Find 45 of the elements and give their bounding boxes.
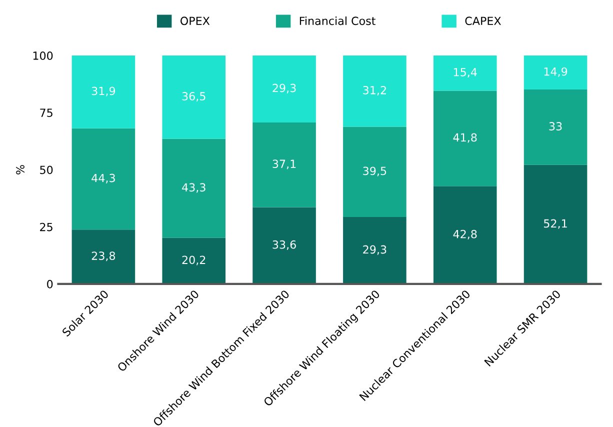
data-label: 14,9	[544, 67, 568, 77]
data-label: 36,5	[182, 92, 206, 102]
y-axis-title: %	[16, 165, 24, 174]
bar	[524, 90, 588, 165]
bar	[72, 128, 136, 230]
data-label: 15,4	[454, 68, 477, 78]
bar	[162, 138, 226, 238]
y-tick-label: 75	[40, 108, 52, 117]
data-label: 33,6	[272, 240, 296, 250]
data-label: 20,2	[182, 256, 206, 266]
data-label: 37,1	[272, 160, 296, 170]
bar	[433, 56, 497, 91]
bar	[162, 56, 226, 139]
bar	[72, 230, 136, 284]
data-label: 33	[549, 122, 562, 130]
data-label: 41,8	[453, 133, 477, 143]
bar	[433, 90, 497, 186]
y-tick-label: 25	[40, 222, 52, 232]
bar	[343, 217, 406, 284]
data-label: 29,3	[363, 245, 386, 255]
bar	[252, 56, 316, 122]
data-label: 43,3	[182, 183, 206, 193]
data-label: 42,8	[453, 230, 477, 240]
bar	[162, 238, 226, 284]
y-tick-label: 100	[33, 51, 53, 60]
data-label: 29,3	[272, 84, 296, 94]
y-tick-label: 0	[47, 280, 53, 288]
bar	[524, 56, 588, 90]
data-label: 31,2	[363, 86, 386, 96]
bar	[252, 122, 316, 208]
y-tick-label: 50	[40, 166, 53, 174]
data-label: 52,1	[544, 219, 567, 229]
legend-label: CAPEX	[465, 16, 501, 26]
legend-label: OPEX	[180, 16, 210, 26]
bar	[524, 164, 588, 284]
bar	[252, 207, 316, 284]
bar	[343, 126, 406, 218]
bar	[343, 56, 406, 127]
data-label: 31,9	[92, 86, 116, 96]
legend-label: Financial Cost	[300, 16, 376, 26]
data-label: 44,3	[92, 174, 115, 184]
data-label: 23,8	[92, 252, 116, 262]
data-label: 39,5	[363, 166, 386, 176]
bar	[72, 56, 136, 128]
bar	[433, 186, 497, 284]
